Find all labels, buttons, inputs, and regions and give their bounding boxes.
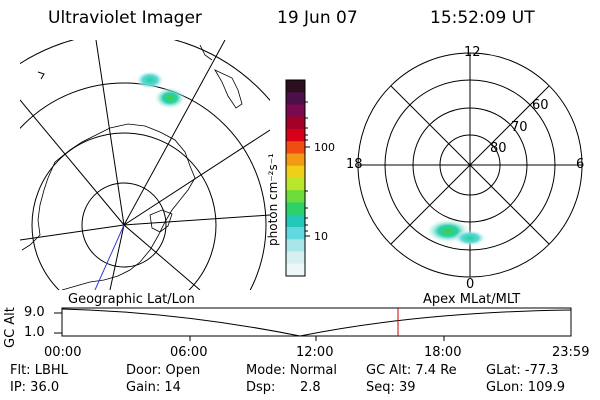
colorbar-segment [286, 178, 305, 191]
colorbar-segment [286, 153, 305, 167]
colorbar-unit-label: photon cm⁻²s⁻¹ [266, 153, 280, 246]
lat-circle [81, 182, 167, 268]
timeline-y-tick-label: 1.0 [24, 325, 45, 340]
meridian-line [20, 224, 125, 241]
meridian-line [123, 224, 201, 290]
sun-direction-line [94, 224, 125, 290]
coastline [149, 209, 173, 233]
colorbar-segment [286, 214, 305, 228]
mlt-label-18: 18 [346, 157, 363, 172]
observation-date: 19 Jun 07 [277, 8, 358, 28]
mlt-label-12: 12 [464, 45, 481, 60]
coastline [214, 69, 243, 109]
colorbar-segment [286, 251, 305, 265]
lat-label-60: 60 [532, 98, 549, 113]
meridian-line [123, 129, 270, 226]
mlt-axis [390, 85, 550, 245]
mlt-label-6: 6 [576, 157, 585, 172]
colorbar-segment [286, 263, 305, 277]
mlt-label-0: 0 [466, 277, 475, 292]
timeline-axis-label: GC Alt [3, 307, 18, 348]
colorbar [286, 80, 305, 277]
sequence-number: Seq: 39 [366, 380, 416, 395]
geographic-latitude: GLat: -77.3 [486, 363, 559, 378]
colorbar-segment [286, 129, 305, 142]
meridian-line [95, 40, 125, 226]
orbit-altitude-curve [61, 308, 572, 337]
coastline [37, 71, 45, 80]
timeline-x-tick-label: 00:00 [44, 345, 82, 360]
colorbar-frame [285, 79, 306, 277]
lat-circle [31, 132, 217, 290]
colorbar-segment [286, 141, 305, 154]
gc-altitude: GC Alt: 7.4 Re [366, 363, 457, 378]
colorbar-tick-label: 100 [314, 141, 335, 154]
colorbar-tick-label: 10 [314, 230, 328, 243]
lat-circle [20, 82, 267, 290]
filter-status: Flt: LBHL [10, 363, 68, 378]
ip-value: IP: 36.0 [10, 380, 60, 395]
coastline [21, 123, 196, 290]
gain-value: Gain: 14 [126, 380, 181, 395]
lat-label-80: 80 [490, 141, 507, 156]
meridian-line [20, 99, 125, 226]
colorbar-segment [286, 202, 305, 216]
aurora-emission [136, 71, 164, 89]
door-status: Door: Open [126, 363, 201, 378]
mode-status: Mode: Normal [246, 363, 337, 378]
colorbar-segment [286, 80, 305, 93]
geographic-longitude: GLon: 109.9 [486, 380, 566, 395]
colorbar-segment [286, 92, 305, 105]
aurora-emission [154, 87, 186, 109]
colorbar-segment [286, 165, 305, 179]
timeline-x-tick-label: 23:59 [552, 345, 590, 360]
colorbar-segment [286, 239, 305, 252]
dsp-label: Dsp: [246, 380, 276, 395]
instrument-title: Ultraviolet Imager [48, 8, 202, 28]
colorbar-segment [286, 104, 305, 118]
lat-label-70: 70 [511, 120, 528, 135]
colorbar-segment [286, 190, 305, 203]
timeline-y-tick-label: 9.0 [24, 305, 45, 320]
timeline-x-tick-label: 06:00 [170, 345, 208, 360]
meridian-line [123, 40, 226, 226]
timeline-left-label: Geographic Lat/Lon [68, 292, 195, 307]
polar-aurora-emission [454, 230, 486, 246]
colorbar-segment [286, 227, 305, 240]
meridian-line [109, 224, 125, 290]
polar-plot [357, 52, 583, 278]
timeline-x-tick-label: 18:00 [424, 345, 462, 360]
timeline-x-tick-label: 12:00 [296, 345, 334, 360]
dsp-value: 2.8 [300, 380, 321, 395]
coastline [199, 44, 213, 61]
colorbar-segment [286, 116, 305, 130]
timeline-right-label: Apex MLat/MLT [423, 292, 521, 307]
observation-time: 15:52:09 UT [430, 8, 535, 28]
meridian-line [123, 214, 270, 226]
